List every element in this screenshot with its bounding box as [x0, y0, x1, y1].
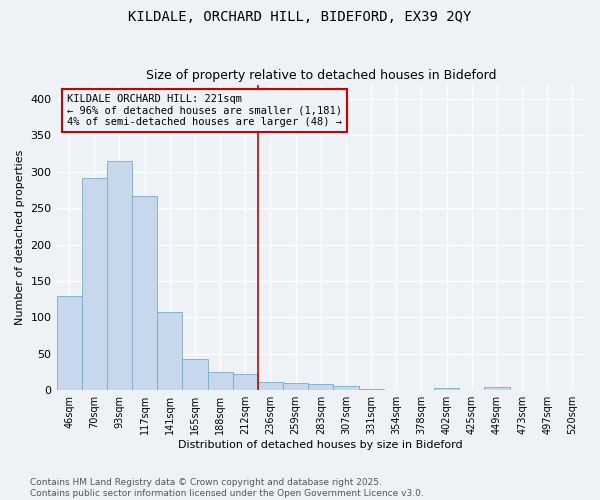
- Bar: [308, 384, 334, 390]
- Bar: [82, 178, 107, 390]
- Y-axis label: Number of detached properties: Number of detached properties: [15, 150, 25, 325]
- Text: KILDALE, ORCHARD HILL, BIDEFORD, EX39 2QY: KILDALE, ORCHARD HILL, BIDEFORD, EX39 2Q…: [128, 10, 472, 24]
- Bar: [56, 296, 82, 390]
- Title: Size of property relative to detached houses in Bideford: Size of property relative to detached ho…: [146, 69, 496, 82]
- Bar: [107, 161, 132, 390]
- Bar: [434, 388, 459, 390]
- Bar: [157, 312, 182, 390]
- Bar: [334, 386, 359, 390]
- Bar: [233, 374, 258, 390]
- Bar: [484, 388, 509, 390]
- Bar: [258, 382, 283, 390]
- Text: Contains HM Land Registry data © Crown copyright and database right 2025.
Contai: Contains HM Land Registry data © Crown c…: [30, 478, 424, 498]
- Bar: [132, 196, 157, 390]
- Bar: [208, 372, 233, 390]
- X-axis label: Distribution of detached houses by size in Bideford: Distribution of detached houses by size …: [178, 440, 463, 450]
- Bar: [359, 389, 383, 390]
- Bar: [182, 359, 208, 390]
- Bar: [283, 383, 308, 390]
- Text: KILDALE ORCHARD HILL: 221sqm
← 96% of detached houses are smaller (1,181)
4% of : KILDALE ORCHARD HILL: 221sqm ← 96% of de…: [67, 94, 342, 127]
